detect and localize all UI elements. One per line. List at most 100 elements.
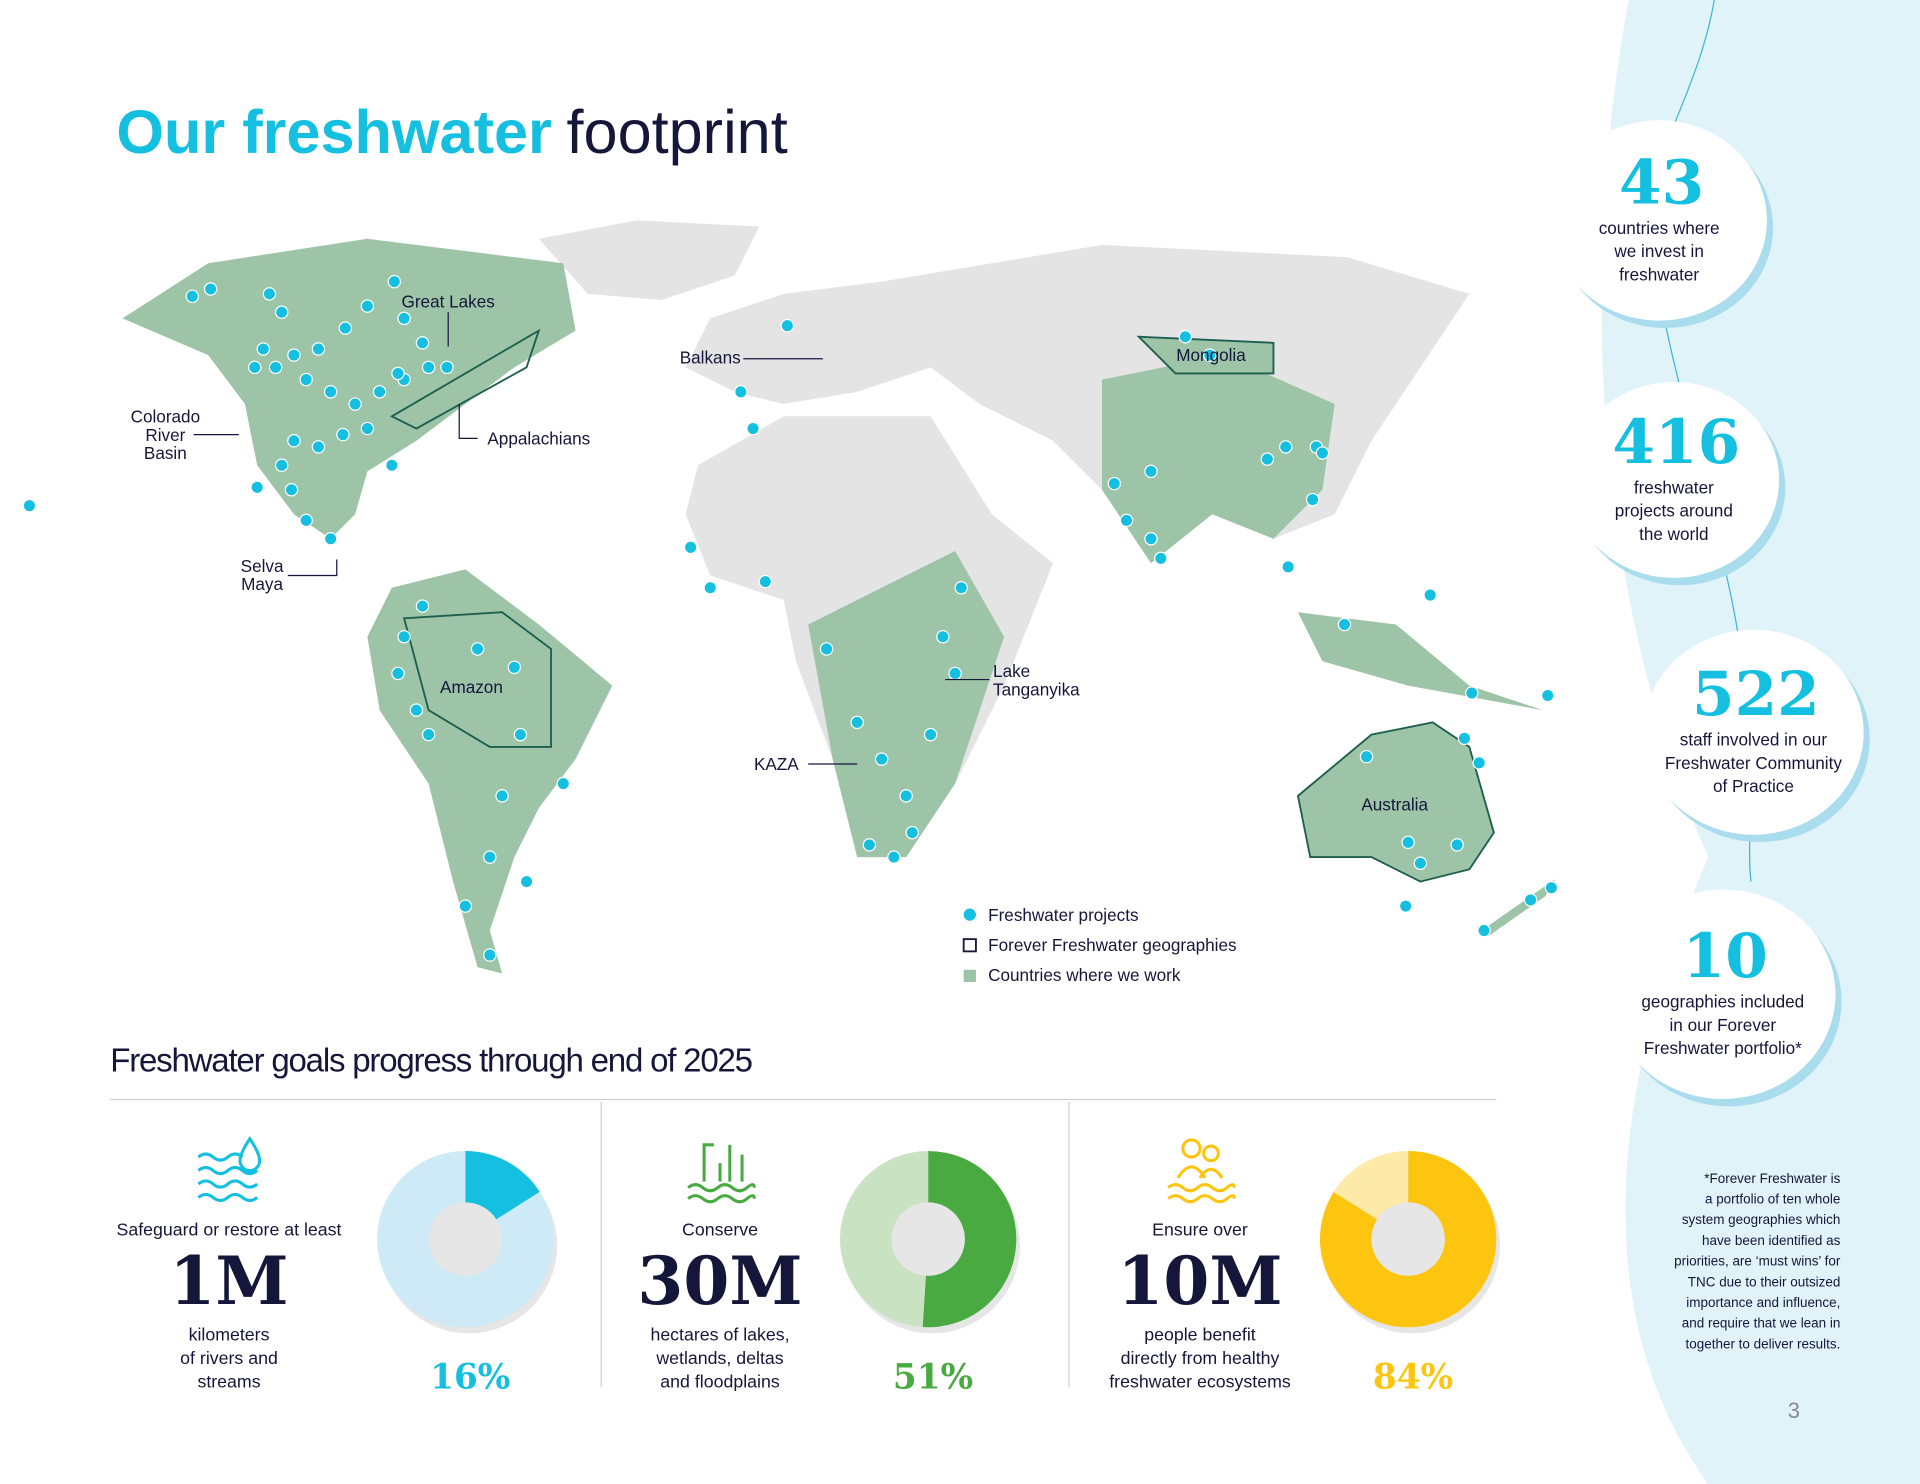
stat-text: projects around [1615,501,1733,521]
project-dot [923,727,938,742]
footnote-line: have been identified as [1702,1233,1841,1248]
stat-text: Freshwater portfolio* [1644,1038,1802,1058]
project-dot [936,629,950,644]
donut-segment [840,1150,929,1328]
project-dot [874,752,889,766]
project-dot [1540,688,1555,703]
land [538,220,760,300]
project-dot [323,532,338,546]
footnote-line: a portfolio of ten whole [1705,1191,1840,1206]
project-dot [284,483,299,497]
stat-text: geographies included [1641,992,1804,1012]
project-dot [1154,551,1168,566]
legend-outline [962,938,977,953]
project-dot [22,498,37,513]
project-dot [1305,492,1320,507]
footnote-line: and require that we lean in [1682,1316,1841,1331]
map-label: Appalachians [487,428,590,448]
project-dot [391,366,405,381]
goal-unit: of rivers and [180,1348,278,1368]
project-dot [1278,440,1293,454]
project-dot [746,421,760,436]
project-dot [391,666,405,681]
project-dot [1544,880,1559,895]
project-dot [409,703,424,717]
stat-text: freshwater [1634,477,1714,497]
project-dot [311,440,326,454]
page-number: 3 [1788,1398,1800,1423]
legend-dot [963,908,976,921]
project-dot [268,360,283,375]
goal-unit: and floodplains [660,1371,780,1391]
project-dot [1337,617,1352,632]
project-dot [440,360,454,375]
goal-amount: 10M [1117,1242,1282,1320]
country-area [1481,879,1556,937]
donut-value-label: 84% [1373,1357,1453,1397]
stat-number: 416 [1612,407,1740,478]
project-dot [1457,731,1472,746]
country-area [1297,612,1543,711]
donut-value-label: 51% [893,1357,973,1397]
donut-value-label: 16% [430,1357,510,1397]
project-dot [397,629,411,644]
country-area [122,238,576,539]
map-labels: Great Lakes Balkans Mongolia ColoradoRiverB… [131,291,1429,814]
legend-area [963,969,976,982]
project-dot [360,299,375,313]
project-dot [299,513,313,528]
page-title: Our freshwater footprint [116,98,787,166]
stat-text: in our Forever [1670,1015,1777,1035]
stat-number: 43 [1619,147,1704,218]
map-label: Amazon [440,677,503,697]
donut-segment [377,1150,554,1328]
people-icon [1167,1138,1236,1204]
country-area [1102,355,1335,564]
stat-number: 10 [1683,921,1768,992]
donut-segment [1333,1150,1409,1220]
footnote-line: *Forever Freshwater is [1704,1171,1840,1186]
map-label: Mongolia [1176,345,1246,365]
stat-text: countries where [1599,218,1720,238]
map-label: Balkans [680,348,741,368]
stat-bubble [1643,629,1864,835]
goal-amount: 1M [169,1242,288,1320]
legend-label: Forever Freshwater geographies [988,935,1236,955]
goal-unit: people benefit [1144,1325,1256,1345]
project-dot [247,360,262,375]
project-dot [1178,329,1193,344]
project-dot [513,727,528,742]
donut-segment [465,1150,540,1220]
map-label: Great Lakes [402,291,495,311]
project-dot [1203,348,1217,362]
map-label: Selva [241,556,284,576]
project-dot [250,480,264,495]
project-dot [385,458,399,473]
project-dot [1477,923,1491,938]
project-dot [397,311,411,326]
stat-text: Freshwater Community [1665,753,1842,773]
project-dot [1413,856,1428,870]
project-dot [1465,686,1479,700]
project-dot [185,289,200,304]
map-label: Colorado [131,406,200,426]
map-label: Australia [1361,795,1428,815]
project-dot [458,899,473,913]
project-dot [256,342,271,356]
project-dot [287,434,301,448]
legend-label: Countries where we work [988,965,1181,985]
project-dot [415,599,430,613]
legend: Freshwater projects Forever Freshwater ge… [962,905,1237,985]
project-dot [850,715,864,730]
project-dot [734,385,748,399]
leader-line [287,559,338,577]
project-dot [287,348,301,362]
project-dot [1401,835,1415,850]
land [685,281,956,405]
project-dot [274,305,289,319]
project-dot [519,874,534,889]
map-label: River [145,425,185,445]
title-rest: footprint [567,98,788,166]
project-dot [1281,560,1295,574]
legend-label: Freshwater projects [988,905,1138,925]
